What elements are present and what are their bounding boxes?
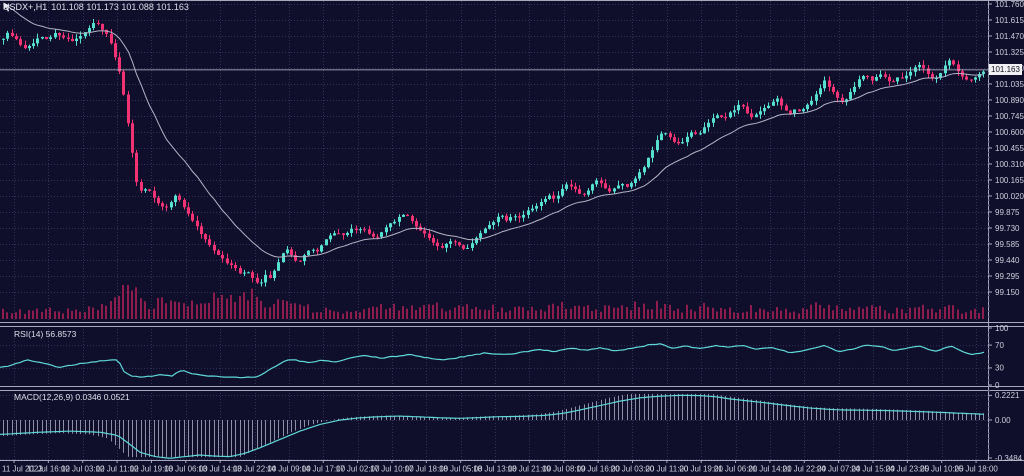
time-axis-label: 24 Jul 15:00 — [851, 465, 895, 474]
time-axis-label: 20 Jul 19:00 — [679, 465, 723, 474]
time-axis-label: 13 Jul 14:00 — [198, 465, 242, 474]
time-axis-label: 18 Jul 21:00 — [508, 465, 552, 474]
time-axis-label: 12 Jul 19:00 — [130, 465, 174, 474]
time-axis-label: 19 Jul 16:00 — [576, 465, 620, 474]
price-axis-label: 99.875 — [995, 208, 1020, 217]
macd-axis-label: -0.3484 — [995, 454, 1023, 463]
price-axis-label: 100.310 — [995, 160, 1024, 169]
price-axis-label: 100.165 — [995, 176, 1024, 185]
cursor-arrow-icon — [3, 2, 11, 12]
price-axis-label: 100.455 — [995, 144, 1024, 153]
rsi-line — [0, 343, 985, 379]
time-axis-label: 19 Jul 08:00 — [542, 465, 586, 474]
price-axis-label: 100.020 — [995, 192, 1024, 201]
price-axis-label: 99.150 — [995, 288, 1020, 297]
price-axis-label: 99.585 — [995, 240, 1020, 249]
current-price-tag: 101.163 — [989, 64, 1022, 75]
macd-axis-label: 0.00 — [995, 416, 1011, 425]
price-axis-label: 99.730 — [995, 224, 1020, 233]
time-axis-label: 18 Jul 05:00 — [439, 465, 483, 474]
time-axis-label: 21 Jul 14:00 — [748, 465, 792, 474]
time-axis-label: 17 Jul 02:00 — [336, 465, 380, 474]
time-axis-label: 12 Jul 03:00 — [61, 465, 105, 474]
ohlc-header: USDX+,H1 101.108 101.173 101.088 101.163 — [3, 2, 189, 12]
time-axis-label: 11 Jul 2023 — [2, 465, 43, 474]
rsi-axis-label: 100 — [995, 324, 1009, 333]
price-axis-label: 101.760 — [995, 0, 1024, 9]
rsi-axis-label: 30 — [995, 364, 1004, 373]
rsi-label: RSI(14) 56.8573 — [14, 329, 77, 339]
macd-signal-line — [0, 394, 985, 459]
time-axis-label: 21 Jul 22:00 — [782, 465, 826, 474]
price-axis-label: 100.890 — [995, 96, 1024, 105]
time-axis-label: 11 Jul 16:00 — [27, 465, 71, 474]
time-axis-label: 13 Jul 22:00 — [233, 465, 277, 474]
time-axis-label: 14 Jul 17:00 — [301, 465, 345, 474]
time-axis-label: 24 Jul 07:00 — [817, 465, 861, 474]
symbol-timeframe: USDX+,H1 — [3, 2, 48, 12]
rsi-axis-label: 70 — [995, 341, 1004, 350]
price-axis-label: 101.325 — [995, 48, 1024, 57]
moving-average-line — [3, 3, 984, 258]
time-axis-label: 17 Jul 18:00 — [405, 465, 449, 474]
time-axis-label: 24 Jul 23:00 — [886, 465, 930, 474]
price-axis-label: 100.745 — [995, 112, 1024, 121]
time-axis-label: 18 Jul 13:00 — [473, 465, 517, 474]
grid-lines — [0, 1, 988, 460]
price-axis-label: 101.615 — [995, 16, 1024, 25]
macd-axis-label: 0.2221 — [995, 391, 1020, 400]
pane-separators — [0, 0, 1024, 461]
price-axis-label: 101.035 — [995, 80, 1024, 89]
time-axis-label: 12 Jul 11:00 — [96, 465, 140, 474]
rsi-axis-label: 0 — [995, 381, 1000, 390]
ohlc-values: 101.108 101.173 101.088 101.163 — [51, 2, 189, 12]
time-axis-label: 17 Jul 10:00 — [370, 465, 414, 474]
time-axis-label: 25 Jul 10:00 — [920, 465, 964, 474]
price-axis-label: 100.600 — [995, 128, 1024, 137]
candles[interactable] — [2, 18, 985, 287]
time-axis-label: 14 Jul 09:00 — [267, 465, 311, 474]
time-axis-label: 20 Jul 03:00 — [611, 465, 655, 474]
time-axis-label: 20 Jul 11:00 — [645, 465, 689, 474]
price-axis-label: 99.440 — [995, 256, 1020, 265]
macd-label: MACD(12,26,9) 0.0346 0.0521 — [14, 392, 130, 402]
time-axis-label: 13 Jul 06:00 — [164, 465, 208, 474]
price-axis-label: 99.295 — [995, 272, 1020, 281]
time-axis-label: 25 Jul 18:00 — [954, 465, 998, 474]
volume-bars — [2, 285, 984, 319]
price-axis-label: 101.470 — [995, 32, 1024, 41]
time-axis-label: 21 Jul 06:00 — [714, 465, 758, 474]
